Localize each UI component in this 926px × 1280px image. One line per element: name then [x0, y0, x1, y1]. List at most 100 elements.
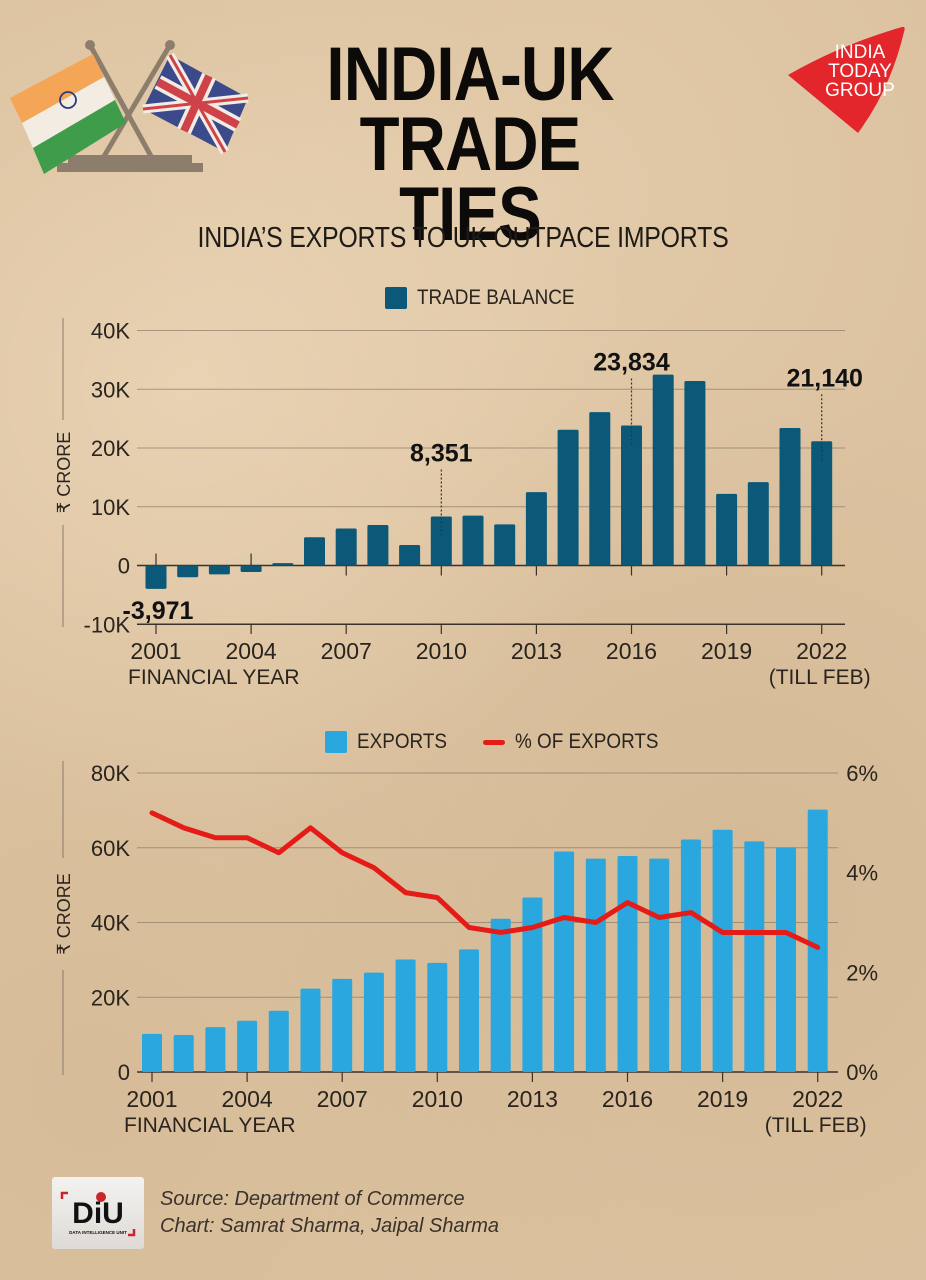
bar-2011	[459, 949, 479, 1072]
bar-2011	[462, 515, 484, 566]
bar-2010	[430, 516, 452, 566]
x-axis-label: FINANCIAL YEAR	[128, 666, 300, 689]
x-tick-label: 2004	[222, 1086, 273, 1112]
uk-flag-icon	[142, 52, 249, 155]
y2-tick-label: 0%	[846, 1060, 878, 1085]
bar-2004	[237, 1020, 258, 1072]
y-tick-label: 0	[118, 1060, 130, 1085]
annotation-2010: 8,351	[410, 439, 473, 467]
logo-line-2: TODAY	[828, 61, 892, 82]
diu-logo-text: DiU	[72, 1197, 124, 1230]
annotation-2022: 21,140	[786, 364, 862, 392]
bar-2001	[145, 565, 167, 589]
y2-tick-label: 4%	[846, 861, 878, 886]
bar-2002	[173, 1034, 194, 1072]
bar-2022	[807, 809, 828, 1072]
bar-2007	[332, 978, 353, 1072]
y-tick-label: 0	[118, 554, 130, 579]
bar-2003	[205, 1027, 226, 1072]
flag-stand	[57, 40, 203, 172]
bar-2022	[811, 441, 833, 566]
x-tick-label: 2004	[226, 638, 277, 664]
x-tick-label: 2007	[317, 1086, 368, 1112]
y-tick-label: -10K	[84, 612, 131, 637]
x-tick-label: 2019	[697, 1086, 748, 1112]
x-tick-label: 2001	[126, 1086, 177, 1112]
title-line-1: INDIA-UK	[326, 32, 614, 117]
logo-line-1: INDIA	[835, 42, 886, 63]
bar-2015	[589, 412, 611, 566]
bar-2006	[300, 988, 321, 1072]
bar-2008	[363, 972, 384, 1072]
legend-swatch-trade-balance	[385, 287, 407, 309]
y-axis-label: ₹ CRORE	[54, 873, 74, 954]
bar-2019	[712, 829, 733, 1072]
x-tick-label: 2016	[602, 1086, 653, 1112]
bar-2005	[272, 563, 294, 566]
x-tick-label: 2016	[606, 638, 657, 664]
bar-2020	[747, 482, 769, 566]
india-flag-icon	[10, 54, 126, 174]
legend-label-trade-balance: TRADE BALANCE	[417, 286, 575, 309]
bar-2016	[621, 425, 642, 566]
diu-logo-subtext: DATA INTELLIGENCE UNIT	[69, 1230, 127, 1235]
bar-2014	[554, 851, 575, 1072]
bar-2009	[395, 959, 416, 1072]
x-axis-label: FINANCIAL YEAR	[124, 1114, 296, 1137]
x-tick-label: 2007	[321, 638, 372, 664]
india-today-group-logo[interactable]: INDIA TODAY GROUP	[780, 20, 920, 140]
legend-swatch-percent-line	[482, 739, 505, 745]
x-tick-label: 2022	[792, 1086, 843, 1112]
logo-line-3: GROUP	[825, 80, 895, 101]
bar-2016	[617, 855, 638, 1072]
source-text: Source: Department of Commerce	[160, 1188, 465, 1210]
credit-text: Chart: Samrat Sharma, Jaipal Sharma	[160, 1215, 500, 1237]
legend-exports: EXPORTS % OF EXPORTS	[325, 730, 674, 754]
x-tick-label: 2001	[130, 638, 181, 664]
bar-2015	[585, 858, 606, 1072]
bar-2014	[557, 429, 579, 566]
bar-2017	[652, 374, 674, 566]
x-tick-label: 2022	[796, 638, 847, 664]
annotation-2001: -3,971	[123, 597, 194, 625]
bar-2010	[427, 962, 448, 1072]
bar-2019	[716, 493, 738, 566]
y-tick-label: 40K	[91, 319, 130, 344]
y2-tick-label: 2%	[846, 960, 878, 985]
legend-trade-balance: TRADE BALANCE	[385, 286, 592, 310]
legend-swatch-exports	[325, 731, 347, 753]
y-tick-label: 30K	[91, 377, 130, 402]
bar-2008	[367, 524, 389, 566]
bar-2012	[494, 524, 516, 566]
bar-2001	[142, 1033, 162, 1072]
legend-label-exports: EXPORTS	[357, 730, 447, 753]
bar-2021	[776, 847, 796, 1072]
y-tick-label: 10K	[91, 495, 130, 520]
x-tick-note: (TILL FEB)	[769, 666, 871, 689]
bar-2013	[522, 897, 543, 1072]
x-tick-label: 2013	[507, 1086, 558, 1112]
legend-label-percent: % OF EXPORTS	[514, 730, 659, 753]
x-tick-note: (TILL FEB)	[765, 1114, 867, 1137]
y-tick-label: 20K	[91, 436, 130, 461]
title-line-2: TRADE TIES	[359, 102, 582, 257]
page-title: INDIA-UK TRADE TIES	[281, 32, 659, 257]
bar-2006	[304, 537, 325, 566]
bar-2004	[240, 565, 262, 572]
bar-2018	[684, 381, 706, 566]
bar-2021	[779, 428, 801, 566]
x-tick-label: 2013	[511, 638, 562, 664]
y-tick-label: 40K	[91, 911, 130, 936]
footer-credits: Source: Department of Commerce Chart: Sa…	[160, 1186, 499, 1240]
y-tick-label: 20K	[91, 985, 130, 1010]
bar-2003	[208, 565, 230, 575]
y-tick-label: 60K	[91, 836, 130, 861]
percent-of-exports-line	[149, 810, 821, 950]
bar-2009	[399, 544, 421, 566]
annotation-2016: 23,834	[593, 348, 670, 376]
x-tick-label: 2010	[412, 1086, 463, 1112]
x-tick-label: 2010	[416, 638, 467, 664]
bar-2007	[335, 528, 357, 566]
bar-2002	[177, 565, 199, 578]
chart-subtitle: INDIA’S EXPORTS TO UK OUTPACE IMPORTS	[197, 222, 729, 254]
